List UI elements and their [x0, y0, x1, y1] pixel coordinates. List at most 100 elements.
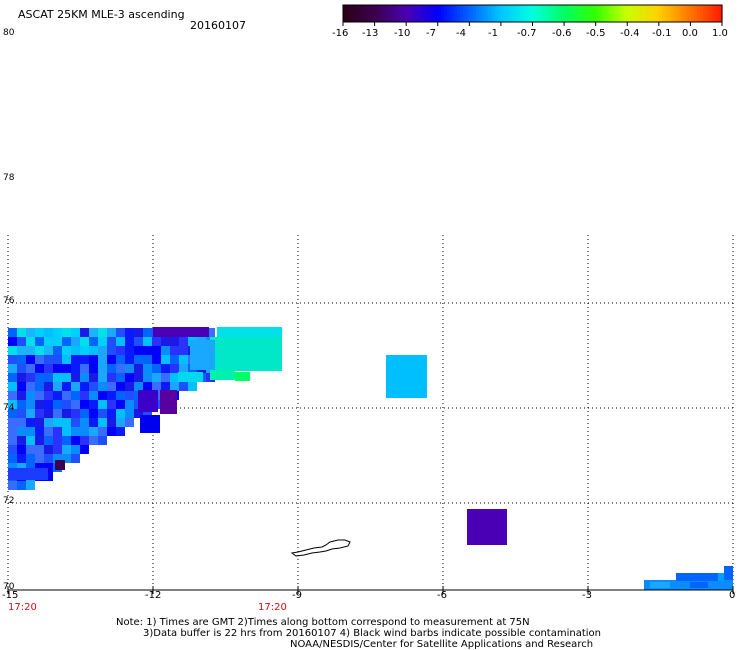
colorbar-label: -13 [362, 28, 379, 39]
swath-cell [17, 409, 26, 418]
note-line-2: 3)Data buffer is 22 hrs from 20160107 4)… [143, 628, 601, 639]
swath-cell [71, 409, 80, 418]
swath-cell [62, 454, 71, 463]
swath-cell [116, 418, 125, 427]
swath-cell [26, 391, 35, 400]
swath-cell [26, 436, 35, 445]
swath-feature [210, 370, 235, 380]
swath-cell [170, 373, 179, 382]
swath-cell [53, 391, 62, 400]
colorbar-segment [693, 5, 698, 22]
swath-cell [17, 445, 26, 454]
swath-cell [26, 427, 35, 436]
swath-cell [89, 346, 98, 355]
colorbar-segment [463, 5, 467, 22]
swath-cell [107, 355, 116, 364]
colorbar-segment [586, 5, 590, 22]
swath-cell [152, 382, 161, 391]
time-label: 17:20 [8, 602, 37, 613]
swath-cell [161, 346, 170, 355]
swath-cell [134, 328, 143, 337]
swath-cell [116, 382, 125, 391]
colorbar-segment [488, 5, 493, 22]
colorbar-segment [699, 5, 704, 22]
swath-cell [152, 337, 161, 346]
colorbar-label: -1 [488, 28, 498, 39]
swath-cell [89, 355, 98, 364]
swath-cell [53, 454, 62, 463]
coastline-jan-mayen [290, 539, 351, 557]
swath-cell [143, 364, 152, 373]
swath-cell [206, 328, 215, 337]
colorbar-segment [352, 5, 357, 22]
colorbar-segment [355, 5, 360, 22]
swath-cell [35, 409, 44, 418]
time-label: 17:20 [258, 602, 287, 613]
colorbar-segment [390, 5, 395, 22]
colorbar-segment [456, 5, 461, 22]
swath-cell [107, 427, 116, 436]
swath-cell [26, 481, 35, 490]
colorbar-segment [494, 5, 499, 22]
colorbar-label: -16 [332, 28, 349, 39]
swath-cell [170, 337, 179, 346]
swath-cell [71, 436, 80, 445]
colorbar-segment [406, 5, 410, 22]
swath-cell [98, 400, 107, 409]
colorbar-segment [564, 5, 568, 22]
swath-cell [125, 364, 134, 373]
swath-cell [116, 355, 125, 364]
colorbar-segment [605, 5, 609, 22]
swath-cell [71, 454, 80, 463]
swath-cell [152, 364, 161, 373]
colorbar-segment [617, 5, 622, 22]
swath-cell [44, 463, 53, 472]
swath-cell [17, 436, 26, 445]
colorbar-segment [481, 5, 486, 22]
colorbar-segment [403, 5, 407, 22]
swath-cell [35, 418, 44, 427]
swath-cell [98, 364, 107, 373]
swath-cell [161, 373, 170, 382]
swath-cell [44, 391, 53, 400]
swath-cell [80, 391, 89, 400]
swath-cell [134, 382, 143, 391]
swath-cell [80, 364, 89, 373]
swath-cell [80, 427, 89, 436]
swath-cell [161, 337, 170, 346]
lat-label: 74 [3, 403, 15, 413]
colorbar-segment [538, 5, 543, 22]
swath-cell [44, 454, 53, 463]
colorbar-segment [485, 5, 489, 22]
colorbar-segment [507, 5, 511, 22]
swath-cell [26, 355, 35, 364]
swath-cell [143, 373, 152, 382]
swath-cell [107, 400, 116, 409]
swath-cell [17, 418, 26, 427]
colorbar-segment [491, 5, 496, 22]
swath-cell [44, 373, 53, 382]
swath-cell [26, 337, 35, 346]
swath-cell [80, 445, 89, 454]
colorbar-segment [636, 5, 641, 22]
swath-cell [179, 337, 188, 346]
swath-cell [98, 337, 107, 346]
colorbar-segment [690, 5, 695, 22]
swath-cell [44, 364, 53, 373]
swath-cell [35, 346, 44, 355]
colorbar-segment [535, 5, 540, 22]
swath-cell [8, 463, 17, 472]
swath-cell [26, 373, 35, 382]
swath-cell [62, 382, 71, 391]
swath-cell [80, 328, 89, 337]
lat-label: 70 [3, 582, 15, 592]
swath-cell [44, 400, 53, 409]
colorbar-segment [573, 5, 578, 22]
swath-cell [71, 418, 80, 427]
swath-cell [8, 391, 17, 400]
swath-cell [8, 436, 17, 445]
colorbar-segment [674, 5, 679, 22]
colorbar-segment [652, 5, 657, 22]
colorbar-segment [513, 5, 518, 22]
swath-cell [134, 409, 143, 418]
